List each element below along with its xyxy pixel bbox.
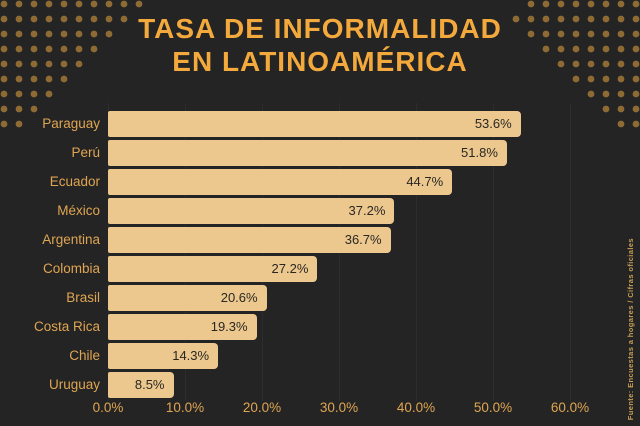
x-tick-label: 0.0% [92, 400, 124, 415]
bar: 44.7% [108, 169, 453, 195]
value-label: 37.2% [348, 203, 386, 218]
category-label: Argentina [42, 232, 100, 247]
value-label: 44.7% [406, 174, 444, 189]
gridline [493, 103, 494, 401]
bar-row: Perú 51.8% [0, 140, 640, 166]
bar: 14.3% [108, 343, 219, 369]
gridline [570, 103, 571, 401]
source-note: Fuente: Encuestas a hogares / Cifras ofi… [626, 237, 635, 420]
bar-row: Brasil 20.6% [0, 285, 640, 311]
category-label: México [57, 203, 100, 218]
gridline [416, 103, 417, 401]
category-label: Costa Rica [33, 319, 100, 334]
category-label: Ecuador [49, 174, 100, 189]
category-label: Perú [71, 145, 100, 160]
page-title-line1: TASA DE INFORMALIDAD [138, 13, 502, 44]
category-label: Paraguay [42, 116, 100, 131]
x-tick-label: 60.0% [550, 400, 590, 415]
bar: 8.5% [108, 372, 174, 398]
value-label: 27.2% [271, 261, 309, 276]
bar-row: Costa Rica 19.3% [0, 314, 640, 340]
category-label: Chile [69, 348, 100, 363]
x-tick-label: 20.0% [242, 400, 282, 415]
value-label: 51.8% [461, 145, 498, 160]
page-title: TASA DE INFORMALIDAD EN LATINOAMÉRICA [0, 12, 640, 78]
value-label: 8.5% [134, 377, 165, 392]
bar: 27.2% [108, 256, 318, 282]
bar: 51.8% [108, 140, 507, 166]
value-label: 36.7% [344, 232, 382, 247]
bar-row: México 37.2% [0, 198, 640, 224]
bar-row: Uruguay 8.5% [0, 372, 640, 398]
bar-row: Colombia 27.2% [0, 256, 640, 282]
bar-row: Paraguay 53.6% [0, 111, 640, 137]
bar: 20.6% [108, 285, 267, 311]
x-tick-label: 10.0% [165, 400, 205, 415]
bar-row: Chile 14.3% [0, 343, 640, 369]
value-label: 14.3% [172, 348, 210, 363]
x-tick-label: 50.0% [473, 400, 513, 415]
value-label: 19.3% [210, 319, 248, 334]
category-label: Brasil [66, 290, 100, 305]
bar: 19.3% [108, 314, 257, 340]
x-tick-label: 40.0% [396, 400, 436, 415]
page-title-line2: EN LATINOAMÉRICA [172, 46, 468, 77]
bar: 53.6% [108, 111, 521, 137]
category-label: Uruguay [48, 377, 100, 392]
x-tick-label: 30.0% [319, 400, 359, 415]
bar: 37.2% [108, 198, 395, 224]
bar-row: Argentina 36.7% [0, 227, 640, 253]
category-label: Colombia [42, 261, 100, 276]
bar: 36.7% [108, 227, 391, 253]
bar-row: Ecuador 44.7% [0, 169, 640, 195]
value-label: 20.6% [220, 290, 258, 305]
value-label: 53.6% [474, 116, 512, 131]
